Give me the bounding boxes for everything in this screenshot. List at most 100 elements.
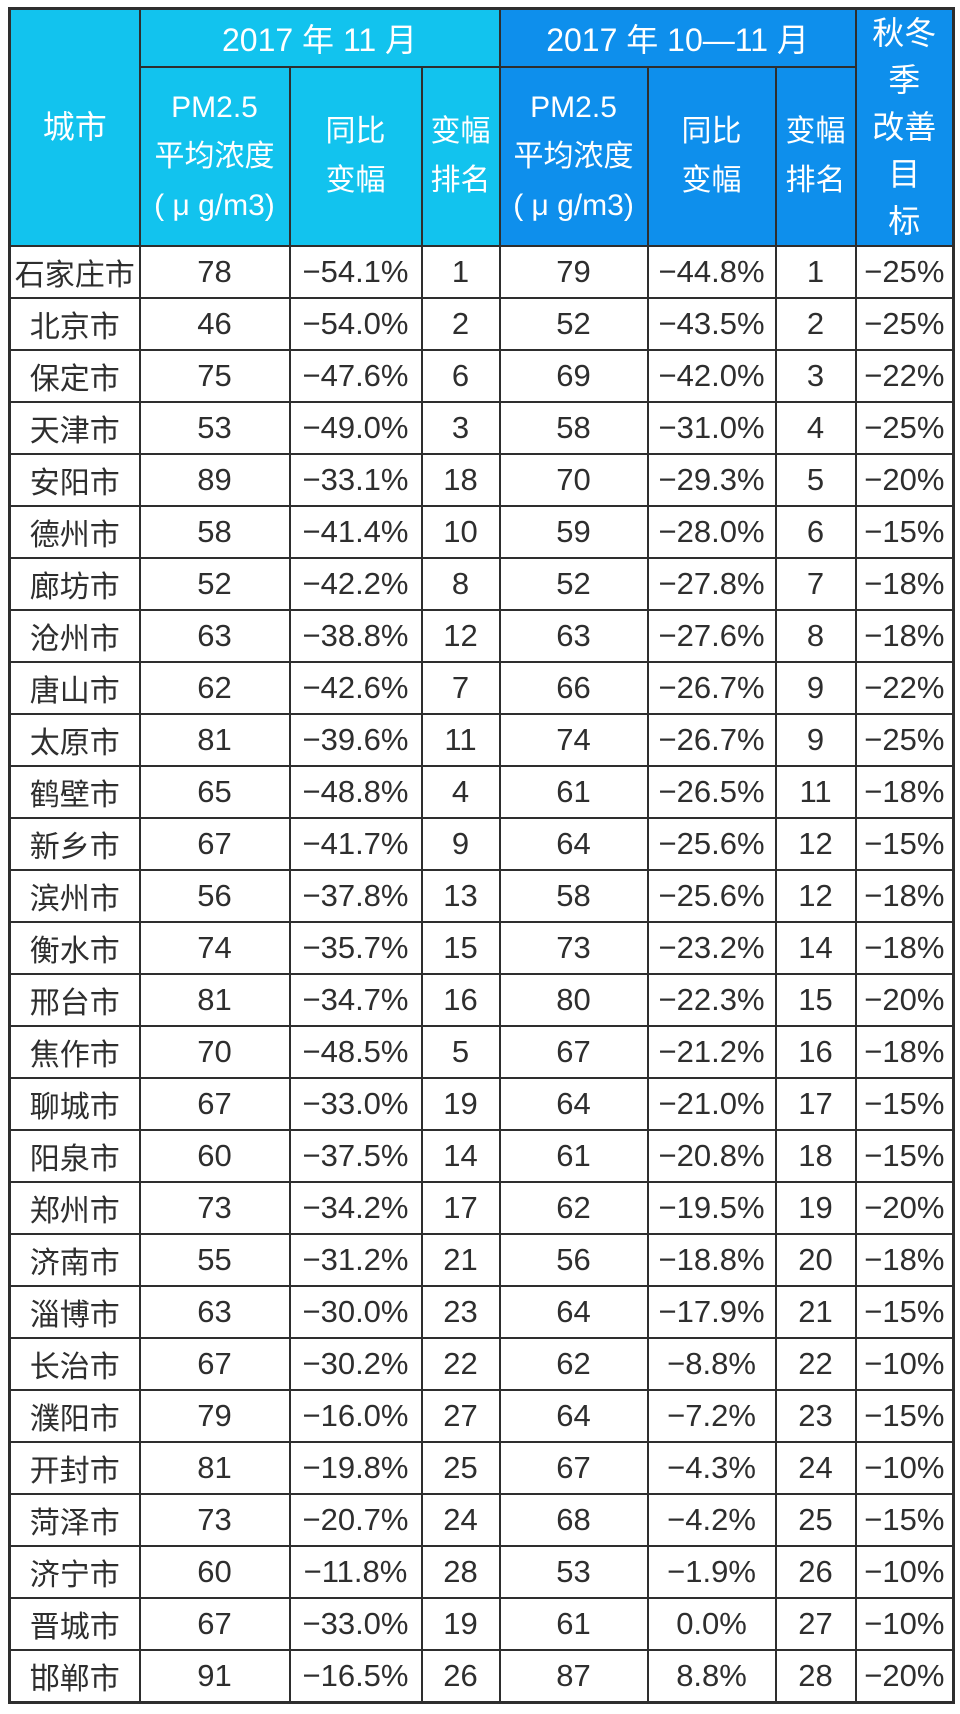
cell-octnov-rank: 21: [774, 1285, 857, 1339]
table-row: 长治市 67 −30.2% 22 62 −8.8% 22 −10%: [8, 1337, 955, 1391]
cell-octnov-change: −1.9%: [646, 1545, 777, 1599]
cell-target: −15%: [854, 817, 955, 871]
cell-nov-pm25: 70: [138, 1025, 291, 1079]
cell-city: 鹤壁市: [8, 765, 141, 819]
cell-nov-rank: 18: [420, 453, 501, 507]
cell-octnov-change: 0.0%: [646, 1597, 777, 1651]
cell-target: −10%: [854, 1441, 955, 1495]
cell-octnov-change: −21.2%: [646, 1025, 777, 1079]
cell-nov-rank: 5: [420, 1025, 501, 1079]
table-row: 安阳市 89 −33.1% 18 70 −29.3% 5 −20%: [8, 453, 955, 507]
table-row: 晋城市 67 −33.0% 19 61 0.0% 27 −10%: [8, 1597, 955, 1651]
cell-nov-rank: 22: [420, 1337, 501, 1391]
cell-nov-change: −39.6%: [288, 713, 423, 767]
table-row: 滨州市 56 −37.8% 13 58 −25.6% 12 −18%: [8, 869, 955, 923]
cell-octnov-rank: 24: [774, 1441, 857, 1495]
cell-nov-pm25: 60: [138, 1129, 291, 1183]
cell-octnov-change: −27.8%: [646, 557, 777, 611]
cell-nov-rank: 19: [420, 1077, 501, 1131]
cell-nov-rank: 17: [420, 1181, 501, 1235]
cell-target: −18%: [854, 765, 955, 819]
cell-nov-change: −11.8%: [288, 1545, 423, 1599]
cell-nov-change: −48.5%: [288, 1025, 423, 1079]
cell-nov-rank: 27: [420, 1389, 501, 1443]
cell-nov-rank: 1: [420, 245, 501, 299]
cell-nov-change: −19.8%: [288, 1441, 423, 1495]
cell-target: −18%: [854, 1025, 955, 1079]
cell-target: −25%: [854, 713, 955, 767]
cell-target: −22%: [854, 349, 955, 403]
cell-city: 天津市: [8, 401, 141, 455]
cell-nov-change: −42.6%: [288, 661, 423, 715]
cell-octnov-pm25: 87: [498, 1649, 649, 1703]
table-row: 石家庄市 78 −54.1% 1 79 −44.8% 1 −25%: [8, 245, 955, 299]
cell-target: −18%: [854, 1233, 955, 1287]
table-row: 天津市 53 −49.0% 3 58 −31.0% 4 −25%: [8, 401, 955, 455]
cell-octnov-rank: 11: [774, 765, 857, 819]
header-octnov-yoy-change: 同比 变幅: [646, 65, 777, 248]
cell-city: 安阳市: [8, 453, 141, 507]
table-row: 濮阳市 79 −16.0% 27 64 −7.2% 23 −15%: [8, 1389, 955, 1443]
table-row: 新乡市 67 −41.7% 9 64 −25.6% 12 −15%: [8, 817, 955, 871]
table-row: 郑州市 73 −34.2% 17 62 −19.5% 19 −20%: [8, 1181, 955, 1235]
cell-nov-pm25: 74: [138, 921, 291, 975]
cell-octnov-rank: 12: [774, 869, 857, 923]
cell-nov-rank: 26: [420, 1649, 501, 1703]
cell-nov-change: −41.4%: [288, 505, 423, 559]
table-row: 廊坊市 52 −42.2% 8 52 −27.8% 7 −18%: [8, 557, 955, 611]
cell-nov-pm25: 52: [138, 557, 291, 611]
cell-nov-rank: 21: [420, 1233, 501, 1287]
cell-octnov-change: −19.5%: [646, 1181, 777, 1235]
cell-target: −15%: [854, 1129, 955, 1183]
cell-nov-rank: 24: [420, 1493, 501, 1547]
cell-nov-change: −34.2%: [288, 1181, 423, 1235]
cell-nov-change: −33.0%: [288, 1077, 423, 1131]
cell-target: −18%: [854, 557, 955, 611]
cell-city: 北京市: [8, 297, 141, 351]
cell-nov-change: −37.5%: [288, 1129, 423, 1183]
cell-nov-rank: 3: [420, 401, 501, 455]
cell-nov-pm25: 81: [138, 713, 291, 767]
cell-octnov-rank: 17: [774, 1077, 857, 1131]
cell-target: −10%: [854, 1597, 955, 1651]
cell-octnov-change: −25.6%: [646, 869, 777, 923]
cell-nov-pm25: 56: [138, 869, 291, 923]
cell-octnov-rank: 15: [774, 973, 857, 1027]
cell-city: 聊城市: [8, 1077, 141, 1131]
cell-octnov-change: −23.2%: [646, 921, 777, 975]
cell-nov-rank: 15: [420, 921, 501, 975]
table-body: 石家庄市 78 −54.1% 1 79 −44.8% 1 −25% 北京市 46 −54.0% 2 52…: [8, 245, 955, 1703]
table-row: 德州市 58 −41.4% 10 59 −28.0% 6 −15%: [8, 505, 955, 559]
cell-octnov-pm25: 52: [498, 297, 649, 351]
cell-octnov-pm25: 68: [498, 1493, 649, 1547]
cell-octnov-pm25: 62: [498, 1181, 649, 1235]
cell-octnov-pm25: 80: [498, 973, 649, 1027]
cell-target: −15%: [854, 1493, 955, 1547]
cell-city: 开封市: [8, 1441, 141, 1495]
cell-city: 邯郸市: [8, 1649, 141, 1703]
cell-octnov-pm25: 62: [498, 1337, 649, 1391]
cell-octnov-pm25: 79: [498, 245, 649, 299]
cell-nov-rank: 11: [420, 713, 501, 767]
cell-target: −25%: [854, 401, 955, 455]
cell-octnov-rank: 5: [774, 453, 857, 507]
cell-nov-pm25: 55: [138, 1233, 291, 1287]
cell-nov-change: −54.0%: [288, 297, 423, 351]
table-header: 城市 2017 年 11 月 2017 年 10—11 月 秋冬季 改善目 标 …: [8, 7, 955, 248]
cell-city: 新乡市: [8, 817, 141, 871]
cell-target: −22%: [854, 661, 955, 715]
cell-nov-pm25: 60: [138, 1545, 291, 1599]
cell-octnov-change: −26.5%: [646, 765, 777, 819]
cell-nov-rank: 23: [420, 1285, 501, 1339]
cell-city: 长治市: [8, 1337, 141, 1391]
table-row: 淄博市 63 −30.0% 23 64 −17.9% 21 −15%: [8, 1285, 955, 1339]
cell-target: −15%: [854, 1077, 955, 1131]
cell-nov-rank: 6: [420, 349, 501, 403]
cell-target: −15%: [854, 1389, 955, 1443]
cell-octnov-rank: 9: [774, 713, 857, 767]
cell-octnov-pm25: 69: [498, 349, 649, 403]
table-row: 保定市 75 −47.6% 6 69 −42.0% 3 −22%: [8, 349, 955, 403]
cell-octnov-pm25: 73: [498, 921, 649, 975]
cell-octnov-rank: 8: [774, 609, 857, 663]
